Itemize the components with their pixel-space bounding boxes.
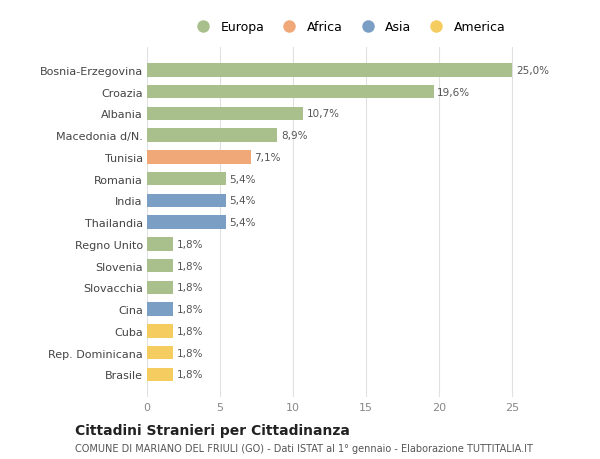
Bar [147,259,173,273]
Bar [147,194,226,207]
Text: 10,7%: 10,7% [307,109,340,119]
Bar [147,325,173,338]
Bar [147,281,173,294]
Legend: Europa, Africa, Asia, America: Europa, Africa, Asia, America [185,16,511,39]
Bar [147,107,304,121]
Text: 25,0%: 25,0% [516,66,549,76]
Text: 8,9%: 8,9% [281,131,307,141]
Text: 1,8%: 1,8% [177,369,203,380]
Text: 19,6%: 19,6% [437,88,470,97]
Bar [147,368,173,381]
Bar [147,151,251,164]
Text: COMUNE DI MARIANO DEL FRIULI (GO) - Dati ISTAT al 1° gennaio - Elaborazione TUTT: COMUNE DI MARIANO DEL FRIULI (GO) - Dati… [75,443,533,453]
Text: 5,4%: 5,4% [230,174,256,184]
Bar [147,64,512,78]
Text: 7,1%: 7,1% [254,152,281,162]
Text: Cittadini Stranieri per Cittadinanza: Cittadini Stranieri per Cittadinanza [75,423,350,437]
Text: 1,8%: 1,8% [177,261,203,271]
Bar [147,86,434,99]
Text: 1,8%: 1,8% [177,326,203,336]
Bar [147,216,226,230]
Bar [147,173,226,186]
Text: 1,8%: 1,8% [177,283,203,293]
Text: 1,8%: 1,8% [177,304,203,314]
Text: 5,4%: 5,4% [230,218,256,228]
Bar [147,346,173,359]
Bar [147,302,173,316]
Text: 1,8%: 1,8% [177,239,203,249]
Text: 5,4%: 5,4% [230,196,256,206]
Text: 1,8%: 1,8% [177,348,203,358]
Bar [147,238,173,251]
Bar [147,129,277,143]
